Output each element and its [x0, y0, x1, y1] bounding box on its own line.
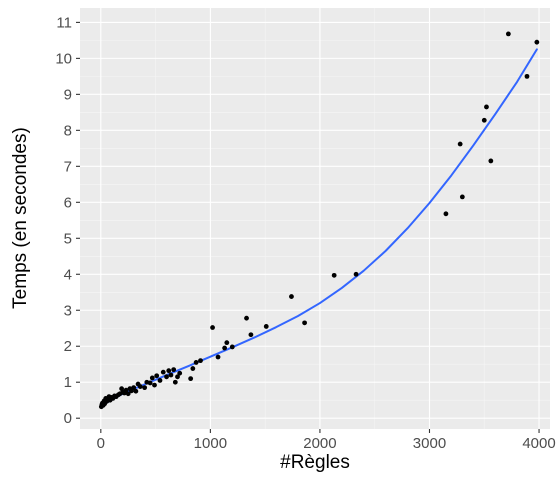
data-point: [229, 344, 235, 350]
data-point: [160, 369, 166, 375]
points-layer: [98, 31, 540, 410]
data-point: [157, 378, 163, 383]
y-tick-label: 3: [64, 302, 72, 319]
y-tick-label: 6: [64, 194, 72, 211]
x-axis-title: #Règles: [280, 452, 350, 473]
data-point: [123, 387, 129, 393]
data-point: [147, 380, 153, 386]
data-point: [505, 31, 511, 37]
y-tick-label: 4: [64, 266, 72, 283]
data-point: [248, 332, 254, 338]
fit-line: [99, 48, 538, 407]
x-tick-label: 3000: [413, 435, 446, 452]
y-tick-label: 2: [64, 338, 72, 355]
x-tick-label: 1000: [194, 435, 227, 452]
grid-major: [80, 8, 550, 429]
data-point: [133, 388, 139, 394]
y-axis-title: Temps (en secondes): [10, 127, 31, 309]
data-point: [484, 104, 489, 110]
data-point: [488, 158, 494, 164]
y-tick-label: 10: [55, 50, 72, 67]
data-point: [244, 315, 249, 321]
x-axis: 0 1000 2000 3000 4000: [97, 429, 556, 452]
y-tick-label: 11: [56, 14, 72, 31]
data-point: [164, 374, 169, 380]
data-point: [166, 368, 172, 374]
data-point: [152, 382, 157, 388]
data-point: [198, 358, 203, 364]
data-point: [149, 375, 155, 381]
data-point: [459, 194, 465, 200]
data-point: [331, 272, 337, 278]
data-point: [119, 386, 125, 392]
data-point: [224, 340, 230, 346]
data-point: [154, 373, 160, 379]
panel-background: [80, 8, 550, 429]
data-point: [177, 370, 183, 376]
data-point: [534, 39, 540, 45]
fit-layer: [99, 48, 538, 407]
y-tick-label: 5: [64, 230, 72, 247]
data-point: [263, 324, 269, 329]
data-point: [222, 345, 228, 351]
data-point: [168, 372, 174, 378]
x-tick-label: 2000: [303, 435, 336, 452]
data-point: [215, 354, 221, 360]
data-point: [302, 320, 307, 326]
data-point: [188, 376, 194, 382]
data-point: [457, 141, 463, 147]
data-point: [175, 374, 180, 380]
data-point: [210, 325, 215, 330]
data-point: [289, 294, 294, 299]
y-tick-label: 1: [64, 374, 72, 391]
data-point: [443, 211, 449, 217]
data-point: [193, 360, 199, 365]
grid-minor: [80, 8, 550, 429]
x-tick-label: 0: [97, 435, 105, 452]
y-tick-label: 8: [64, 122, 72, 139]
data-point: [481, 117, 487, 123]
data-point: [172, 379, 178, 385]
data-point: [142, 385, 148, 391]
y-axis: 0 1 2 3 4 5 6 7 8 9 10 11: [55, 14, 80, 427]
data-point: [524, 73, 530, 79]
data-point: [137, 384, 143, 389]
data-point: [125, 391, 131, 397]
data-point: [353, 271, 359, 277]
y-tick-label: 7: [64, 158, 72, 175]
y-tick-label: 0: [64, 410, 72, 427]
x-tick-label: 4000: [522, 435, 555, 452]
y-tick-label: 9: [64, 86, 72, 103]
data-point: [190, 366, 196, 371]
data-point: [171, 367, 177, 373]
data-point: [131, 385, 137, 391]
